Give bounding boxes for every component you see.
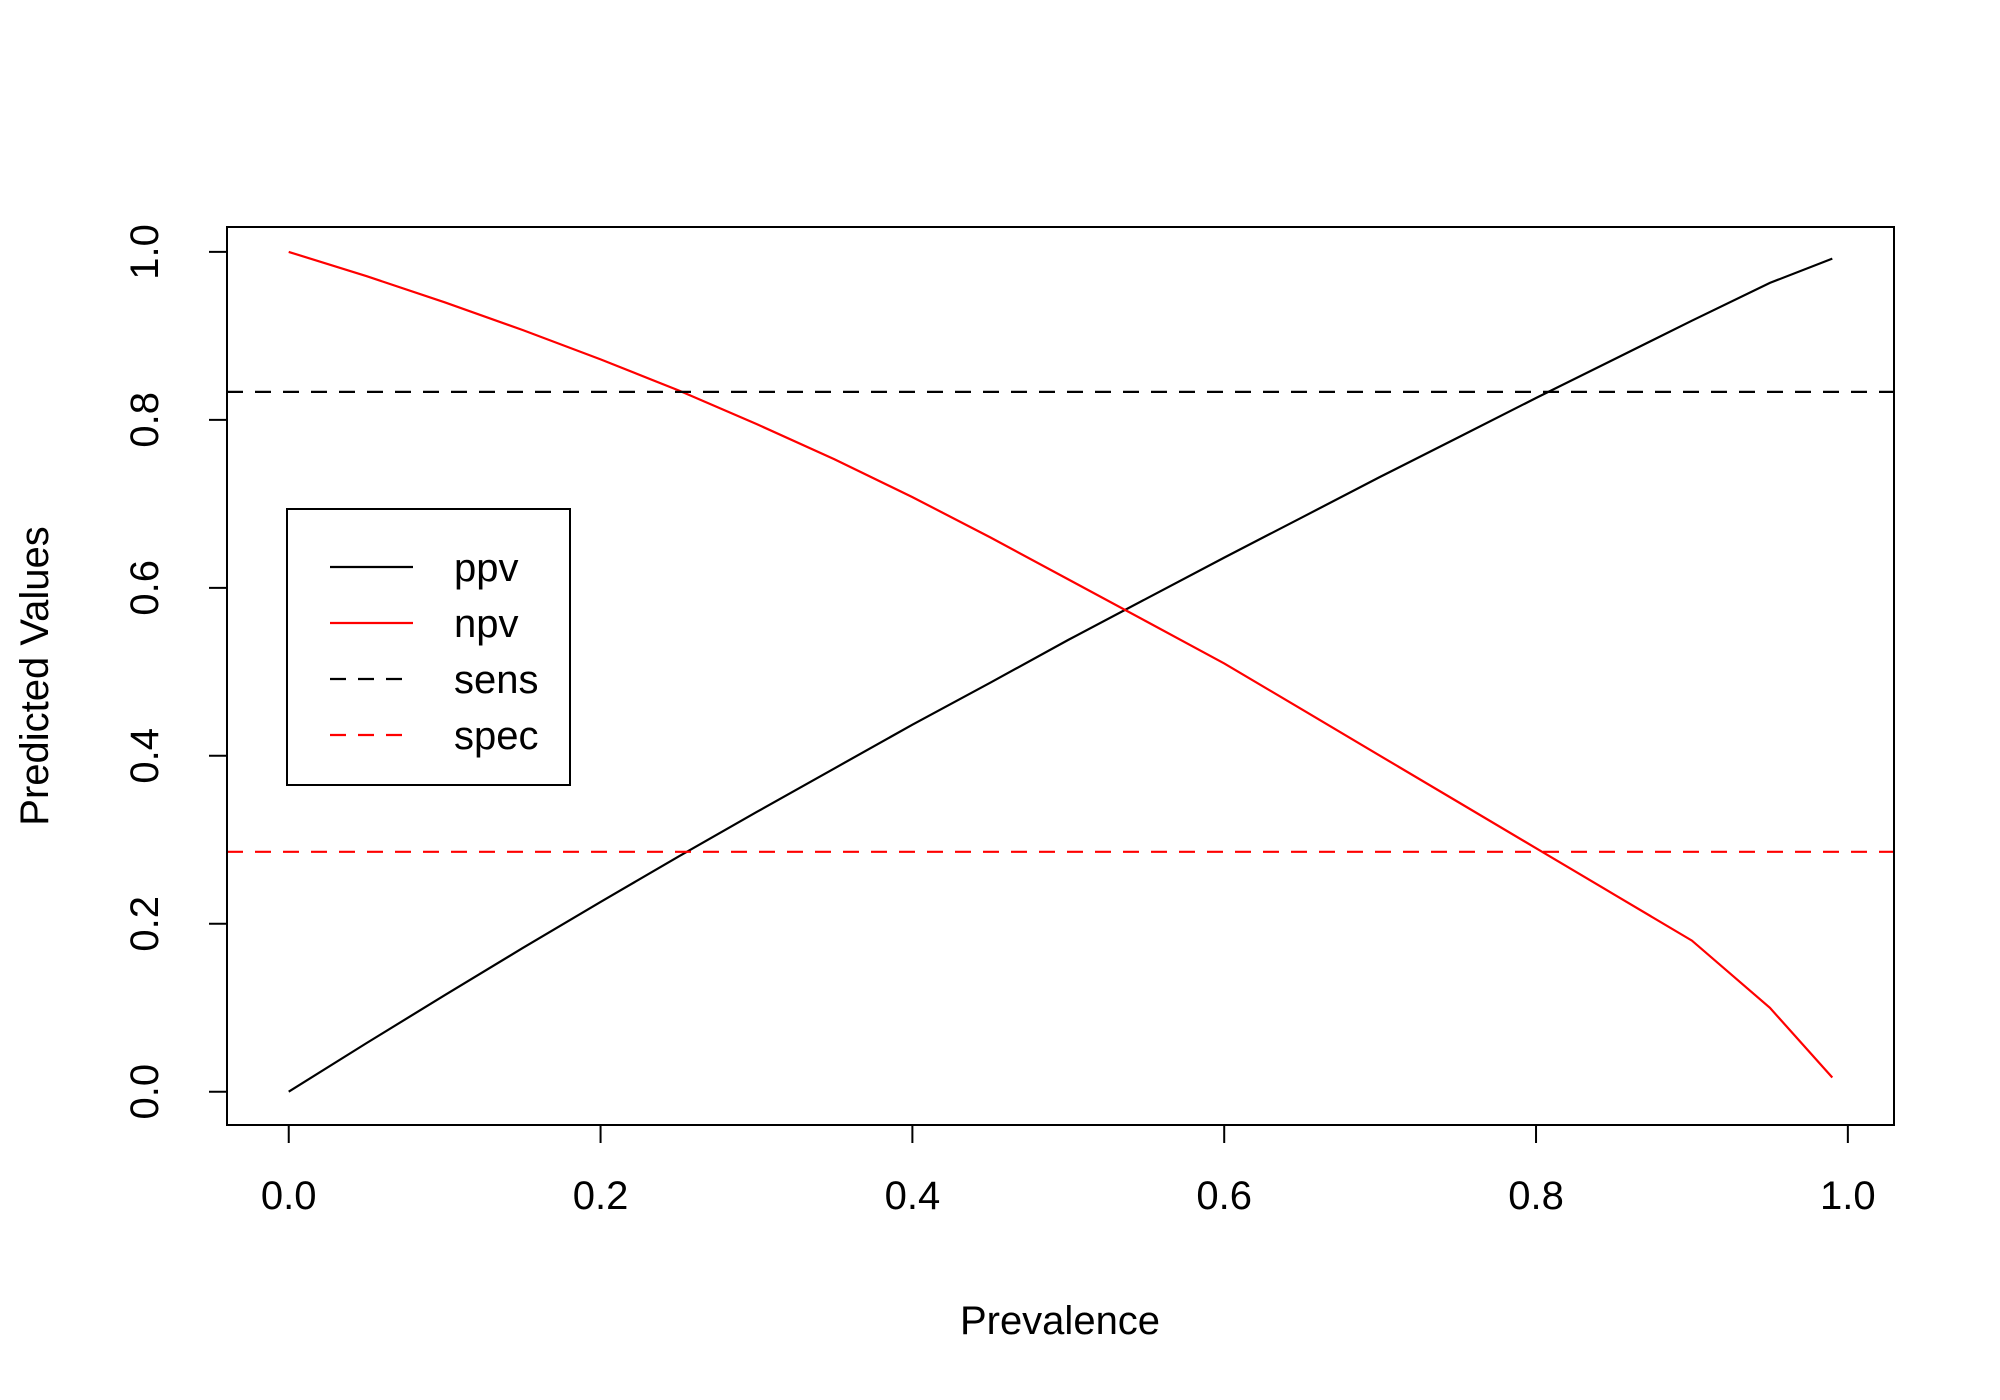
y-tick-label: 1.0 bbox=[123, 224, 167, 280]
x-tick-label: 0.4 bbox=[885, 1174, 941, 1218]
legend: ppv npv sens spec bbox=[286, 508, 571, 786]
x-tick-label: 0.2 bbox=[573, 1174, 629, 1218]
y-tick-label: 0.8 bbox=[123, 392, 167, 448]
x-tick-label: 0.8 bbox=[1508, 1174, 1564, 1218]
y-axis-title: Predicted Values bbox=[13, 526, 57, 825]
y-tick-label: 0.2 bbox=[123, 896, 167, 952]
x-axis-title: Prevalence bbox=[960, 1299, 1160, 1343]
y-tick-label: 0.4 bbox=[123, 728, 167, 784]
legend-label-sens: sens bbox=[454, 658, 539, 702]
legend-box bbox=[286, 508, 571, 786]
x-tick-label: 0.6 bbox=[1196, 1174, 1252, 1218]
legend-label-ppv: ppv bbox=[454, 546, 519, 590]
legend-label-spec: spec bbox=[454, 714, 539, 758]
y-tick-label: 0.0 bbox=[123, 1064, 167, 1120]
y-axis: 0.0 0.2 0.4 0.6 0.8 1.0 bbox=[123, 224, 228, 1120]
plot-series-layer bbox=[227, 250, 1894, 1093]
x-tick-label: 1.0 bbox=[1820, 1174, 1876, 1218]
y-tick-label: 0.6 bbox=[123, 560, 167, 616]
series-ppv-line bbox=[288, 257, 1833, 1093]
x-tick-label: 0.0 bbox=[261, 1174, 317, 1218]
series-npv-line bbox=[288, 250, 1834, 1079]
legend-label-npv: npv bbox=[454, 602, 519, 646]
x-axis: 0.0 0.2 0.4 0.6 0.8 1.0 bbox=[261, 1124, 1876, 1218]
